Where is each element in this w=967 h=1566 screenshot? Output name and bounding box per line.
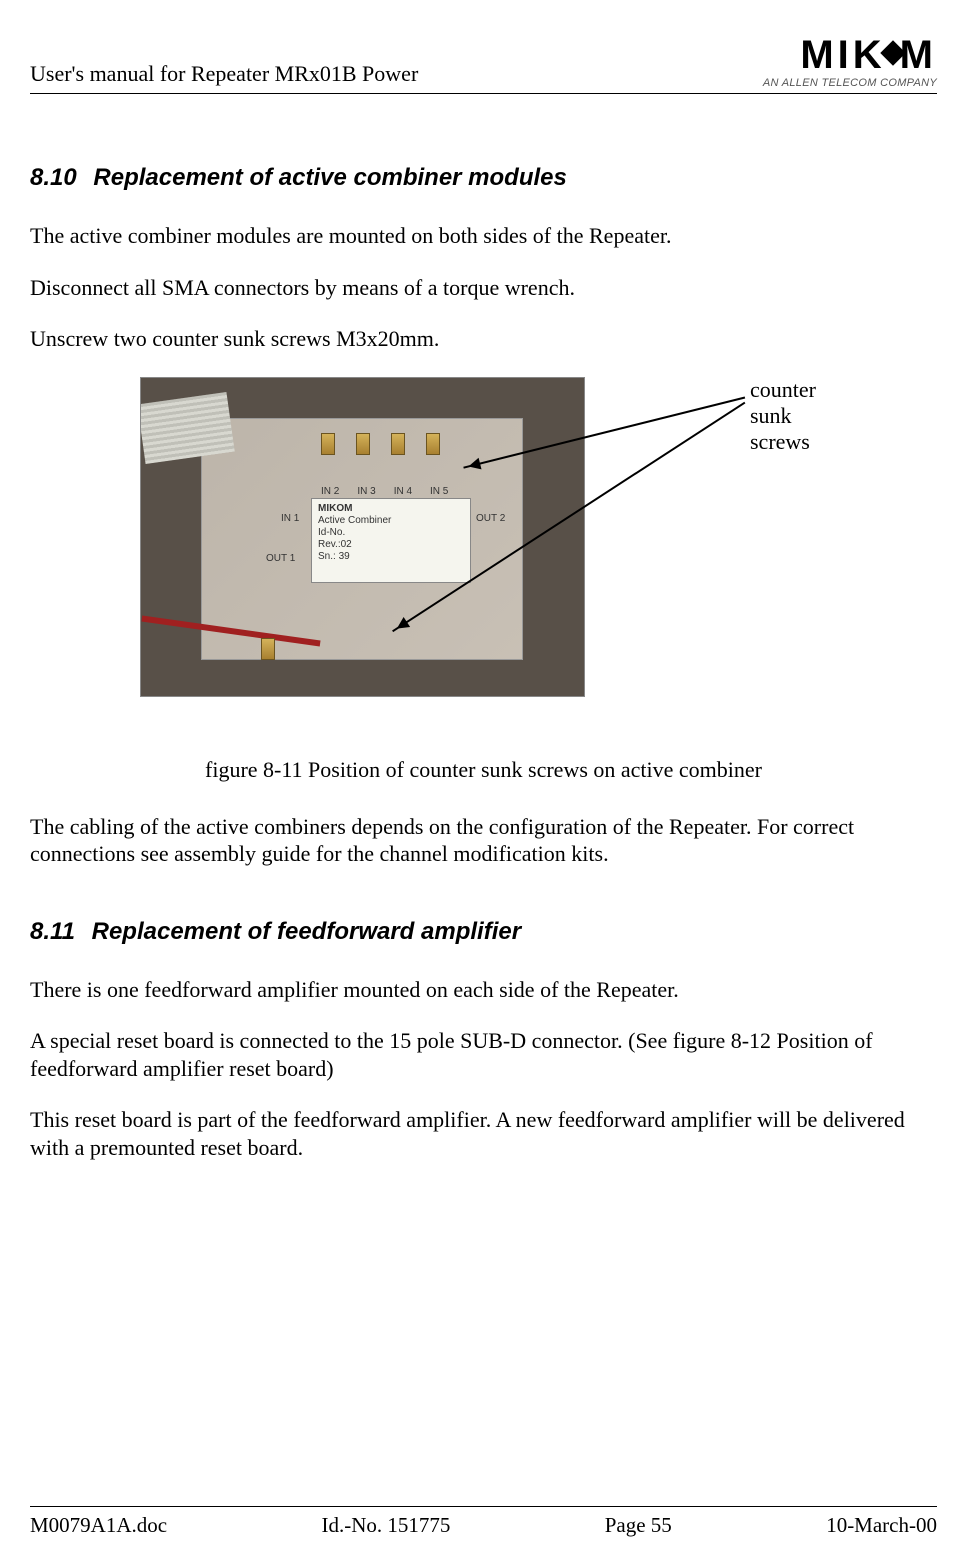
sma-connector-icon xyxy=(321,433,335,455)
footer-idno: Id.-No. 151775 xyxy=(321,1513,450,1538)
section-810-para3: Unscrew two counter sunk screws M3x20mm. xyxy=(30,325,937,353)
module-label-card: MIKOM Active Combiner Id-No. Rev.:02 Sn.… xyxy=(311,498,471,583)
sma-connector-icon xyxy=(426,433,440,455)
ribbon-cable xyxy=(140,392,235,464)
sma-connector-icon xyxy=(261,638,275,660)
figure-8-11-caption: figure 8-11 Position of counter sunk scr… xyxy=(30,757,937,783)
footer-doc: M0079A1A.doc xyxy=(30,1513,167,1538)
section-811-heading: 8.11 Replacement of feedforward amplifie… xyxy=(30,918,937,946)
logo-subtitle: AN ALLEN TELECOM COMPANY xyxy=(763,77,937,89)
section-810-para2: Disconnect all SMA connectors by means o… xyxy=(30,274,937,302)
red-wire xyxy=(141,615,320,646)
port-out2: OUT 2 xyxy=(476,513,505,524)
callout-counter-sunk-screws: counter sunk screws xyxy=(750,377,816,456)
section-811-para3: This reset board is part of the feedforw… xyxy=(30,1106,937,1161)
port-out1: OUT 1 xyxy=(266,553,295,564)
module-line3: Rev.:02 xyxy=(318,539,464,551)
section-810-number: 8.10 xyxy=(30,164,77,191)
figure-8-11-block: IN 2 IN 3 IN 4 IN 5 IN 1 OUT 2 OUT 1 MIK… xyxy=(30,377,937,727)
section-810-para1: The active combiner modules are mounted … xyxy=(30,222,937,250)
module-line1: Active Combiner xyxy=(318,515,464,527)
module-brand: MIKOM xyxy=(318,503,464,515)
port-in5: IN 5 xyxy=(430,486,448,497)
figure-8-11-photo: IN 2 IN 3 IN 4 IN 5 IN 1 OUT 2 OUT 1 MIK… xyxy=(140,377,585,697)
section-811-number: 8.11 xyxy=(30,918,75,945)
after-figure-para: The cabling of the active combiners depe… xyxy=(30,813,937,868)
logo-text-right: M xyxy=(900,35,937,75)
port-in2: IN 2 xyxy=(321,486,339,497)
sma-connector-icon xyxy=(356,433,370,455)
module-line4: Sn.: 39 xyxy=(318,551,464,563)
sma-connector-icon xyxy=(391,433,405,455)
section-811-para2: A special reset board is connected to th… xyxy=(30,1027,937,1082)
manual-title: User's manual for Repeater MRx01B Power xyxy=(30,61,418,89)
footer-page: Page 55 xyxy=(605,1513,672,1538)
footer-date: 10-March-00 xyxy=(826,1513,937,1538)
section-810-heading: 8.10 Replacement of active combiner modu… xyxy=(30,164,937,192)
logo-text-left: MIK xyxy=(800,35,885,75)
section-811-title: Replacement of feedforward amplifier xyxy=(92,918,521,945)
module-line2: Id-No. xyxy=(318,527,464,539)
port-in1: IN 1 xyxy=(281,513,299,524)
company-logo: MIK M AN ALLEN TELECOM COMPANY xyxy=(763,35,937,89)
section-811-para1: There is one feedforward amplifier mount… xyxy=(30,976,937,1004)
page-footer: M0079A1A.doc Id.-No. 151775 Page 55 10-M… xyxy=(30,1506,937,1538)
port-in3: IN 3 xyxy=(357,486,375,497)
page-header: User's manual for Repeater MRx01B Power … xyxy=(30,35,937,94)
section-810-title: Replacement of active combiner modules xyxy=(93,164,566,191)
port-in4: IN 4 xyxy=(394,486,412,497)
